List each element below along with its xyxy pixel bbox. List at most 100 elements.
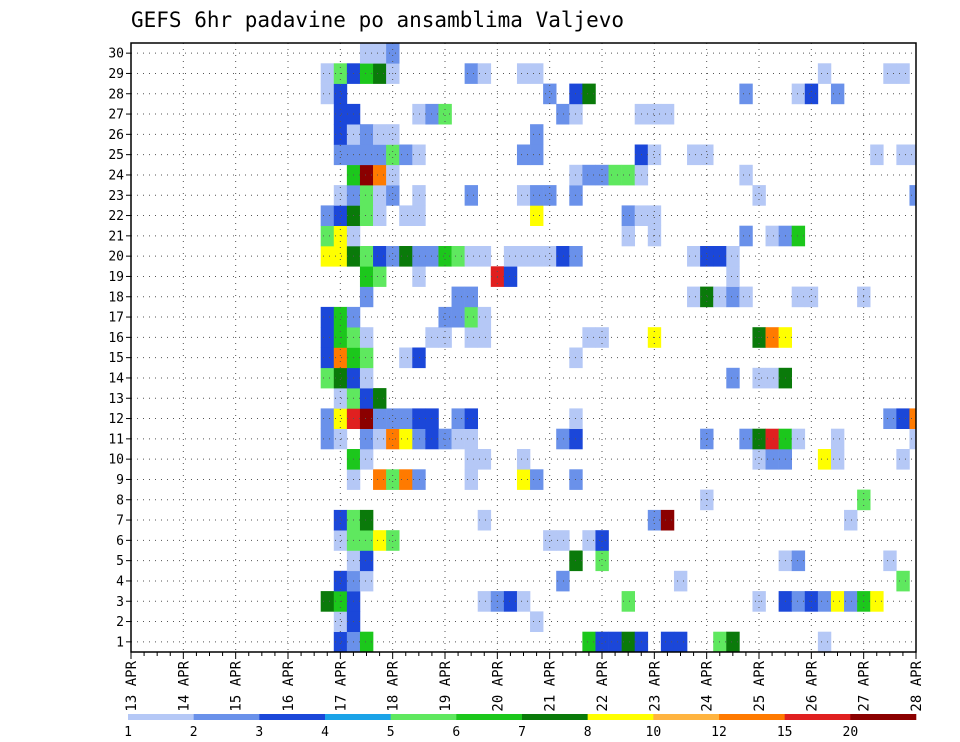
heatmap-cell [320, 225, 335, 247]
heatmap-cell [333, 306, 348, 328]
y-tick-label: 16 [108, 331, 124, 346]
heatmap-cell [543, 83, 557, 105]
heatmap-cell [687, 286, 701, 308]
heatmap-cell [425, 103, 439, 125]
heatmap-cell [556, 246, 570, 267]
heatmap-cell [373, 43, 387, 64]
y-tick-label: 12 [108, 412, 124, 427]
heatmap-cell [516, 449, 531, 470]
heatmap-cell [582, 631, 596, 653]
heatmap-cell [412, 347, 426, 369]
heatmap-cell [464, 469, 479, 490]
y-tick-label: 27 [108, 108, 124, 123]
heatmap-cell [333, 347, 348, 369]
heatmap-cell [543, 185, 557, 206]
heatmap-cell [464, 306, 479, 328]
heatmap-cell [700, 286, 714, 308]
heatmap-cell [739, 286, 753, 308]
heatmap-cell [817, 449, 832, 470]
heatmap-cell [896, 63, 910, 84]
heatmap-cell [386, 246, 400, 267]
heatmap-cell [556, 570, 570, 592]
heatmap-cell [765, 449, 779, 470]
y-tick-label: 11 [108, 432, 124, 447]
heatmap-cell [333, 367, 348, 389]
heatmap-cell [830, 591, 845, 612]
heatmap-cell [412, 246, 426, 267]
heatmap-cell [530, 205, 544, 226]
heatmap-cell [516, 144, 531, 166]
heatmap-cell [817, 591, 832, 612]
heatmap-cell [530, 246, 544, 267]
colorbar-label: 7 [518, 725, 526, 740]
heatmap-cell [582, 83, 596, 105]
heatmap-cell [556, 428, 570, 450]
y-tick-label: 20 [108, 250, 124, 265]
heatmap-cell [804, 83, 819, 105]
heatmap-cell [333, 124, 348, 145]
heatmap-cell [373, 144, 387, 166]
heatmap-cell [647, 205, 662, 226]
heatmap-cell [464, 408, 479, 429]
heatmap-cell [320, 408, 335, 429]
heatmap-cell [359, 509, 374, 531]
heatmap-cell [530, 63, 544, 84]
heatmap-cell [516, 185, 531, 206]
heatmap-cell [386, 469, 400, 490]
heatmap-cell [333, 530, 348, 551]
heatmap-cell [503, 591, 518, 612]
heatmap-cell [359, 408, 374, 429]
heatmap-cell [791, 550, 806, 572]
heatmap-cell [451, 246, 465, 267]
heatmap-cell [451, 408, 465, 429]
heatmap-cell [320, 205, 335, 226]
heatmap-cell [909, 408, 917, 429]
y-tick-label: 26 [108, 128, 124, 143]
heatmap-cell [595, 530, 609, 551]
heatmap-cell [621, 631, 636, 653]
x-tick-label: 26 APR [804, 660, 820, 711]
heatmap-cell [438, 103, 452, 125]
colorbar-label: 5 [387, 725, 395, 740]
heatmap-cell [673, 631, 688, 653]
colorbar-label: 10 [646, 725, 662, 740]
heatmap-cell [739, 83, 753, 105]
y-tick-label: 19 [108, 270, 124, 285]
x-tick-label: 17 APR [333, 660, 349, 711]
y-tick-label: 18 [108, 290, 124, 305]
heatmap-cell [359, 164, 374, 186]
heatmap-cell [582, 530, 596, 551]
heatmap-cell [359, 530, 374, 551]
heatmap-cell [896, 449, 910, 470]
y-tick-label: 23 [108, 189, 124, 204]
heatmap-cell [530, 185, 544, 206]
heatmap-cell [817, 631, 832, 653]
heatmap-cell [647, 103, 662, 125]
heatmap-cell [726, 631, 740, 653]
colorbar-label: 12 [711, 725, 727, 740]
y-tick-label: 2 [116, 615, 124, 630]
colorbar-label: 2 [190, 725, 198, 740]
heatmap-cell [726, 266, 740, 287]
heatmap-cell [830, 83, 845, 105]
heatmap-cell [660, 509, 675, 531]
heatmap-cell [739, 164, 753, 186]
heatmap-cell [333, 509, 348, 531]
heatmap-cell [333, 144, 348, 166]
heatmap-cell [425, 428, 439, 450]
x-tick-label: 22 APR [595, 660, 611, 711]
heatmap-cell [359, 428, 374, 450]
x-tick-label: 21 APR [543, 660, 559, 711]
y-tick-label: 6 [116, 534, 124, 549]
colorbar-swatch [259, 714, 326, 720]
heatmap-cell [883, 408, 897, 429]
heatmap-cell [464, 185, 479, 206]
heatmap-cell [582, 327, 596, 348]
colorbar-swatch [719, 714, 785, 720]
x-tick-label: 24 APR [700, 660, 716, 711]
heatmap-cell [386, 124, 400, 145]
heatmap-cell [412, 266, 426, 287]
x-tick-label: 20 APR [490, 660, 506, 711]
colorbar-label: 1 [124, 725, 132, 740]
heatmap-cell [438, 246, 452, 267]
